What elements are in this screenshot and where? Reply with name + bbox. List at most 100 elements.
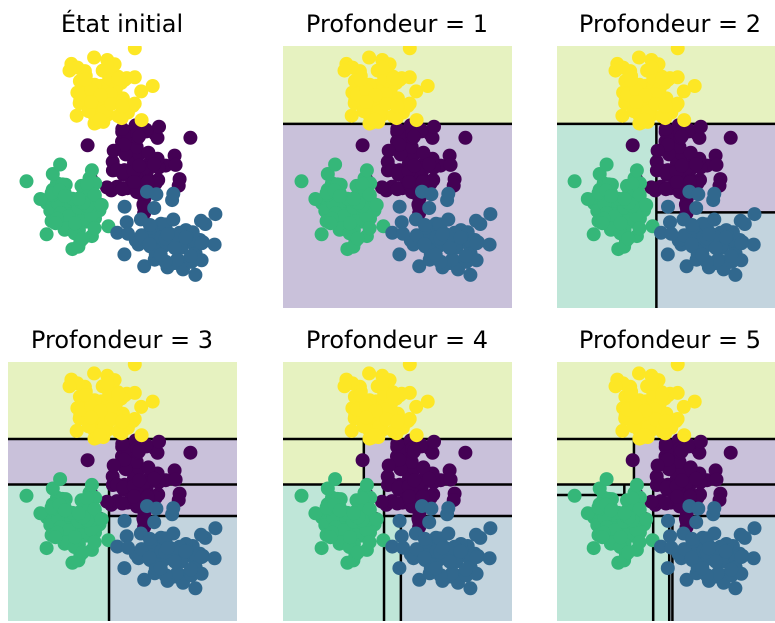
data-point-yellow	[379, 97, 394, 111]
data-point-purple	[80, 453, 95, 468]
data-point-purple	[658, 437, 673, 451]
data-point-blue	[396, 540, 410, 555]
data-point-blue	[660, 561, 675, 576]
data-point-blue	[469, 253, 484, 268]
data-point-blue	[119, 215, 134, 230]
data-point-blue	[661, 513, 675, 528]
data-point-yellow	[623, 388, 638, 403]
data-point-yellow	[344, 423, 359, 438]
data-point-blue	[728, 267, 743, 282]
data-point-blue	[422, 515, 437, 530]
data-point-green	[369, 512, 384, 527]
data-point-yellow	[402, 46, 417, 56]
data-point-purple	[152, 434, 166, 449]
data-point-purple	[689, 471, 704, 486]
data-point-green	[625, 491, 640, 506]
data-point-yellow	[420, 79, 435, 93]
data-point-blue	[684, 237, 699, 251]
data-point-green	[595, 530, 610, 545]
data-point-blue	[702, 541, 716, 556]
plot-area	[8, 362, 237, 621]
data-point-blue	[679, 572, 694, 587]
data-point-purple	[391, 480, 406, 495]
data-point-blue	[458, 562, 473, 577]
data-point-blue	[469, 236, 484, 251]
data-point-purple	[407, 158, 422, 173]
data-point-green	[308, 506, 323, 521]
data-point-purple	[147, 157, 162, 172]
data-point-blue	[724, 562, 739, 577]
data-point-blue	[724, 249, 739, 263]
data-point-blue	[417, 218, 432, 232]
data-point-green	[625, 177, 640, 192]
data-point-blue	[178, 230, 193, 245]
data-point-yellow	[127, 70, 142, 85]
data-point-yellow	[359, 410, 374, 425]
data-point-purple	[709, 472, 724, 487]
data-point-green	[323, 216, 338, 231]
plot-content	[8, 362, 237, 621]
data-point-yellow	[353, 388, 368, 403]
data-point-blue	[153, 247, 168, 262]
data-point-blue	[702, 227, 716, 242]
data-point-purple	[644, 494, 659, 509]
data-point-yellow	[134, 399, 149, 414]
data-point-yellow	[362, 366, 377, 381]
data-point-yellow	[632, 50, 646, 65]
plot-content	[283, 46, 512, 308]
data-point-green	[87, 187, 102, 202]
data-point-blue	[117, 199, 132, 214]
data-point-blue	[469, 213, 483, 228]
data-point-green	[639, 512, 654, 527]
data-point-purple	[115, 182, 130, 197]
data-point-green	[314, 541, 329, 556]
data-point-blue	[707, 212, 722, 227]
data-point-purple	[150, 130, 165, 145]
data-point-green	[45, 167, 60, 181]
data-point-green	[613, 530, 628, 545]
data-point-yellow	[78, 388, 93, 403]
data-point-purple	[381, 143, 396, 158]
data-point-yellow	[632, 366, 646, 381]
data-point-yellow	[409, 84, 424, 99]
data-point-yellow	[337, 379, 352, 394]
data-point-blue	[194, 213, 208, 228]
data-point-green	[343, 216, 357, 231]
data-point-blue	[117, 247, 132, 262]
data-point-green	[45, 481, 60, 496]
data-point-blue	[422, 201, 437, 215]
data-point-purple	[375, 180, 389, 195]
data-point-blue	[208, 521, 223, 536]
data-point-green	[580, 192, 595, 206]
data-point-yellow	[127, 362, 142, 372]
data-point-yellow	[658, 414, 673, 429]
data-point-yellow	[409, 428, 424, 443]
data-point-purple	[402, 175, 417, 189]
data-point-purple	[355, 138, 370, 153]
data-point-purple	[106, 143, 121, 158]
data-point-blue	[392, 247, 407, 262]
data-point-blue	[441, 501, 456, 516]
data-point-blue	[710, 566, 725, 581]
data-point-purple	[709, 157, 724, 172]
data-point-purple	[390, 122, 405, 136]
data-point-green	[87, 535, 102, 550]
data-point-green	[617, 506, 632, 521]
data-point-yellow	[655, 71, 670, 86]
data-point-green	[19, 488, 34, 503]
data-point-yellow	[677, 428, 692, 443]
panel-initial: État initial	[19, 9, 223, 282]
data-point-blue	[695, 247, 710, 262]
data-point-blue	[142, 218, 157, 232]
data-point-blue	[142, 531, 157, 546]
data-point-green	[314, 227, 329, 242]
data-point-purple	[183, 130, 198, 145]
data-point-purple	[391, 165, 406, 180]
data-point-purple	[644, 180, 659, 195]
data-point-yellow	[127, 385, 142, 400]
data-point-green	[359, 477, 374, 492]
plot-area	[557, 362, 775, 621]
data-point-green	[632, 535, 647, 550]
data-point-yellow	[629, 95, 644, 109]
data-point-purple	[674, 129, 689, 144]
